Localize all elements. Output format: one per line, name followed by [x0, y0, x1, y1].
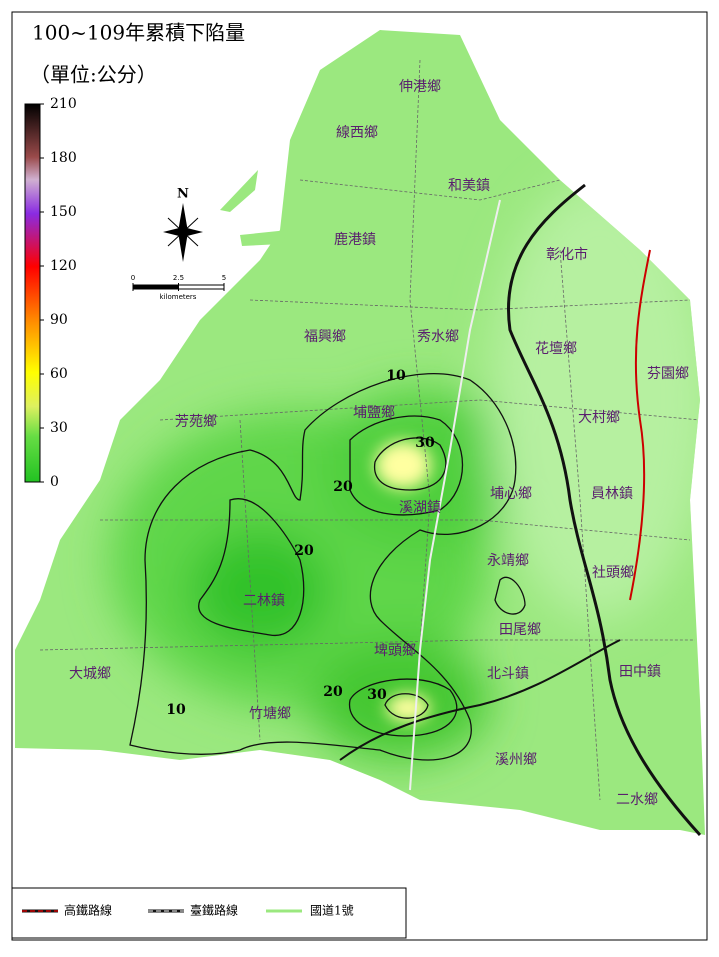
contours [129, 372, 526, 761]
township-label: 田中鎮 [619, 664, 661, 680]
township-label: 北斗鎮 [487, 666, 529, 682]
township-label: 埔鹽鄉 [353, 405, 395, 421]
township-label: 埤頭鄉 [374, 643, 416, 659]
scale-unit: kilometers [160, 293, 197, 301]
township-label: 大城鄉 [69, 666, 111, 682]
township-label: 大村鄉 [578, 410, 620, 426]
township-label: 二水鄉 [616, 792, 658, 808]
colorbar-tick-label: 210 [50, 96, 77, 112]
colorbar-tick-label: 90 [50, 312, 68, 328]
scale-tick-label: 0 [131, 274, 135, 282]
township-label: 社頭鄉 [592, 565, 634, 581]
north-arrow: N [163, 187, 203, 262]
unit-label: （單位:公分） [30, 63, 157, 87]
contour-label: 30 [367, 687, 387, 703]
legend [11, 887, 407, 939]
township-label: 田尾鄉 [499, 622, 541, 638]
frame [11, 11, 708, 941]
scale-tick-label: 2.5 [173, 274, 184, 282]
township-label: 福興鄉 [304, 329, 346, 345]
township-label: 彰化市 [546, 246, 588, 263]
contour-label: 20 [333, 479, 353, 495]
colorbar [24, 103, 41, 483]
colorbar-tick-label: 180 [50, 150, 77, 166]
contour-label: 10 [386, 368, 406, 384]
contour-label: 20 [323, 684, 343, 700]
colorbar-tick-label: 60 [50, 366, 68, 382]
township-label: 線西鄉 [336, 125, 378, 141]
legend-label: 高鐵路線 [64, 903, 112, 918]
township-label: 溪州鄉 [495, 752, 537, 768]
colorbar-tick-label: 120 [50, 258, 77, 274]
north-label: N [177, 187, 189, 202]
township-label: 永靖鄉 [487, 553, 529, 569]
colorbar-tick-label: 0 [50, 474, 59, 490]
township-label: 埔心鄉 [490, 486, 532, 502]
contour-label: 10 [166, 702, 186, 718]
scale-tick-label: 5 [222, 274, 226, 282]
township-label: 秀水鄉 [417, 329, 459, 345]
township-label: 二林鎮 [243, 593, 285, 609]
map-title: 100~109年累積下陷量 [32, 21, 245, 45]
township-label: 鹿港鎮 [334, 231, 376, 248]
contour-label: 30 [415, 435, 435, 451]
offshore-islands [220, 170, 288, 246]
scale-bar: kilometers 0 2.5 5 [131, 274, 226, 301]
township-label: 花壇鄉 [535, 340, 577, 357]
rail-lines [339, 183, 702, 837]
township-label: 竹塘鄉 [249, 706, 291, 722]
colorbar-tick-label: 30 [50, 420, 68, 436]
township-label: 芬園鄉 [647, 366, 689, 382]
township-label: 伸港鄉 [399, 79, 441, 95]
township-label: 芳苑鄉 [175, 413, 217, 430]
legend-label: 臺鐵路線 [190, 903, 238, 918]
colorbar-tick-label: 150 [50, 204, 77, 220]
contour-label: 20 [294, 543, 314, 559]
township-label: 和美鎮 [448, 178, 490, 194]
township-label: 溪湖鎮 [399, 500, 441, 516]
legend-label: 國道1號 [310, 904, 354, 918]
township-label: 員林鎮 [591, 486, 633, 502]
